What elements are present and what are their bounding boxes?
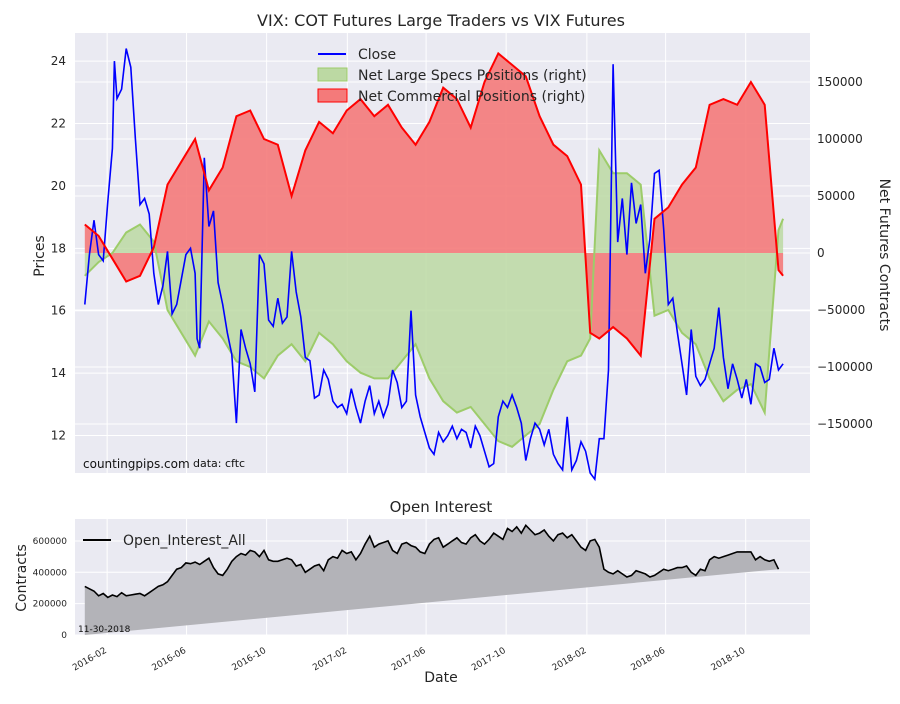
bottom-x-tick-label: 2018-10 [710, 646, 748, 674]
right-tick-label: 100000 [817, 132, 863, 146]
right-tick-label: −50000 [817, 303, 865, 317]
bottom-y-tick-label: 400000 [33, 568, 68, 578]
bottom-x-tick-label: 2016-02 [71, 646, 109, 673]
top-chart-title: VIX: COT Futures Large Traders vs VIX Fu… [257, 11, 625, 30]
bottom-x-axis-label: Date [424, 670, 457, 686]
source-data-annotation: data: cftc [193, 457, 245, 470]
right-tick-label: 0 [817, 246, 825, 260]
top-left-tick-labels: 12 14 16 18 20 22 24 [51, 54, 66, 442]
left-tick-label: 16 [51, 304, 66, 318]
left-tick-label: 12 [51, 429, 66, 443]
legend-open-interest-label: Open_Interest_All [123, 533, 246, 549]
bottom-chart-title: Open Interest [390, 498, 493, 516]
legend-specs-swatch [317, 67, 348, 82]
right-tick-label: 50000 [817, 189, 855, 203]
legend-commercial-swatch [317, 88, 348, 103]
open-interest-area [84, 525, 779, 635]
bottom-x-tick-label: 2017-02 [311, 646, 349, 673]
bottom-x-tick-label: 2017-10 [470, 646, 508, 674]
left-tick-label: 20 [51, 179, 66, 193]
right-tick-label: −150000 [817, 417, 873, 431]
bottom-y-axis-label: Contracts [14, 544, 30, 612]
bottom-legend: Open_Interest_All [83, 533, 246, 549]
legend-specs-label: Net Large Specs Positions (right) [358, 68, 587, 84]
legend-close-label: Close [358, 47, 396, 63]
close-line [84, 48, 784, 482]
bottom-y-tick-label: 0 [61, 631, 67, 641]
specs-area [84, 150, 784, 447]
report-date-annotation: 11-30-2018 [78, 625, 131, 635]
commercial-line [84, 51, 784, 359]
top-right-tick-labels: −150000 −100000 −50000 0 50000 100000 150000 [817, 75, 873, 431]
bottom-x-tick-label: 2017-06 [390, 646, 428, 674]
commercial-area [84, 53, 784, 356]
bottom-x-tick-labels: 2016-02 2016-06 2016-10 2017-02 2017-06 2017-… [71, 646, 747, 674]
specs-line [84, 147, 785, 448]
top-series [84, 48, 785, 482]
right-tick-label: −100000 [817, 360, 873, 374]
top-legend: Close Net Large Specs Positions (right) … [317, 47, 587, 105]
open-interest-line [84, 523, 780, 599]
bottom-y-tick-label: 600000 [33, 537, 68, 547]
bottom-y-tick-label: 200000 [33, 600, 68, 610]
bottom-series [84, 523, 780, 635]
right-tick-label: 150000 [817, 75, 863, 89]
bottom-x-tick-label: 2016-06 [150, 646, 188, 674]
bottom-x-tick-label: 2018-06 [630, 646, 668, 674]
bottom-y-tick-labels: 0 200000 400000 600000 [33, 537, 68, 641]
left-tick-label: 22 [51, 116, 66, 130]
left-tick-label: 18 [51, 241, 66, 255]
source-site-annotation: countingpips.com [83, 457, 190, 471]
left-tick-label: 24 [51, 54, 66, 68]
legend-commercial-label: Net Commercial Positions (right) [358, 89, 585, 105]
bottom-x-tick-label: 2016-10 [231, 646, 269, 674]
bottom-x-tick-label: 2018-02 [551, 646, 589, 673]
left-tick-label: 14 [51, 366, 66, 380]
top-left-axis-label: Prices [32, 235, 48, 276]
top-right-axis-label: Net Futures Contracts [876, 179, 892, 332]
